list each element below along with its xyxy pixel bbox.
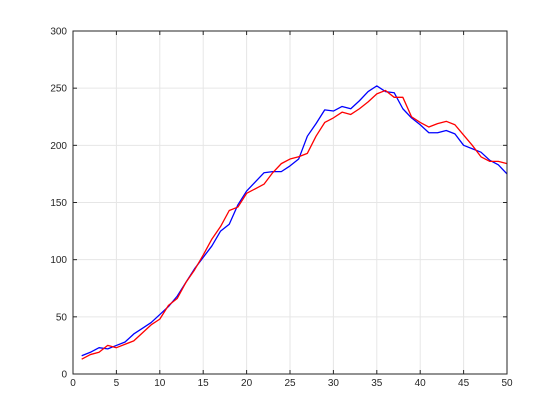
y-axis-ticks: 0 50 100 150 200 250 300 <box>50 27 507 381</box>
x-tick-label: 15 <box>198 378 210 389</box>
y-tick-label: 150 <box>50 198 67 209</box>
y-tick-label: 250 <box>50 84 67 95</box>
x-tick-label: 40 <box>415 378 427 389</box>
x-tick-label: 45 <box>458 378 470 389</box>
grid <box>73 30 508 374</box>
x-tick-label: 20 <box>241 378 253 389</box>
x-tick-label: 10 <box>154 378 166 389</box>
series-group <box>81 85 508 360</box>
x-tick-label: 5 <box>114 378 120 389</box>
y-tick-label: 300 <box>50 27 67 38</box>
series-line-1 <box>81 85 508 357</box>
x-tick-label: 25 <box>284 378 296 389</box>
series-line-2 <box>81 89 508 360</box>
x-tick-label: 35 <box>371 378 383 389</box>
x-tick-label: 30 <box>328 378 340 389</box>
x-axis-ticks: 0 5 10 15 20 25 30 35 40 45 50 <box>70 31 513 389</box>
x-tick-label: 50 <box>501 378 513 389</box>
x-tick-label: 0 <box>70 378 76 389</box>
y-tick-label: 200 <box>50 141 67 152</box>
y-tick-label: 50 <box>56 312 68 323</box>
y-tick-label: 100 <box>50 255 67 266</box>
y-tick-label: 0 <box>61 370 67 381</box>
